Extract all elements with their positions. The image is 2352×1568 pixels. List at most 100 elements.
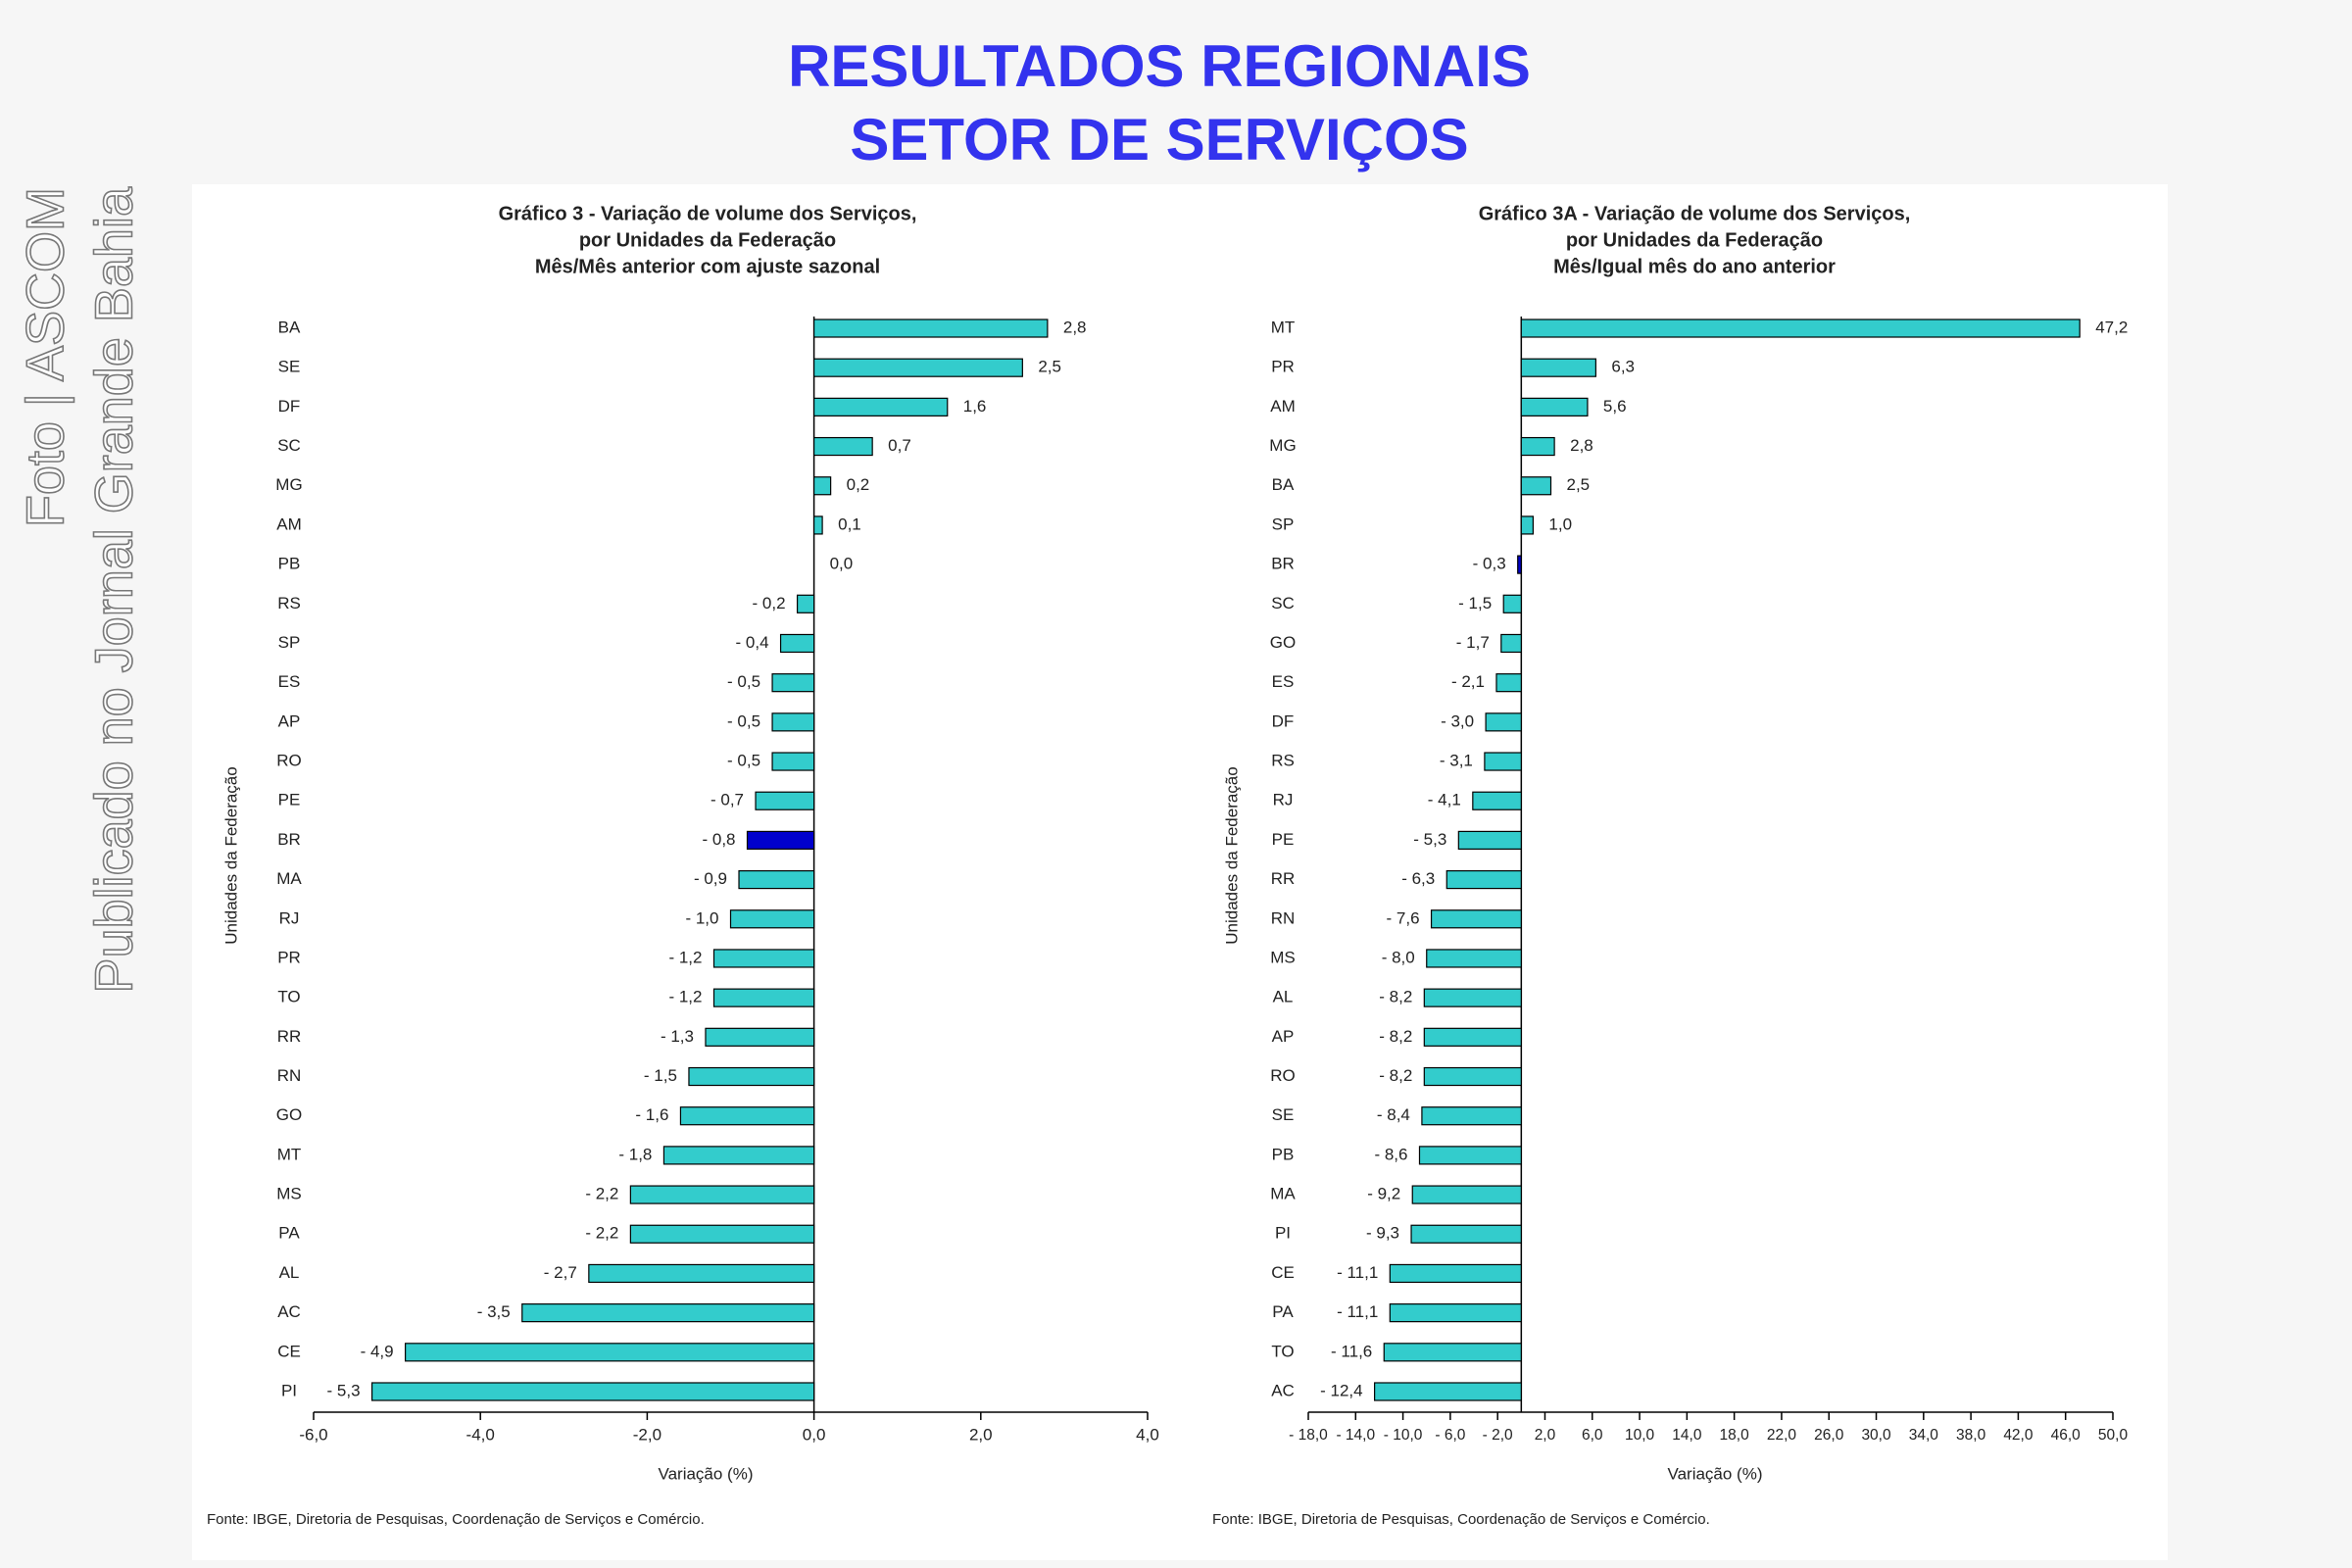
value-label: 1,0 (1548, 514, 1572, 533)
category-label: SC (1271, 594, 1295, 612)
bar (1502, 594, 1522, 613)
bar (1421, 1106, 1522, 1126)
bar (679, 1106, 815, 1126)
x-tick-label: 2,0 (969, 1425, 993, 1444)
category-label: PR (1271, 358, 1295, 376)
value-label: - 2,7 (544, 1263, 577, 1282)
value-label: - 1,6 (635, 1105, 668, 1124)
y-axis-label: Unidades da Federação (1222, 766, 1241, 944)
bar (1517, 555, 1522, 574)
bar (405, 1343, 815, 1362)
bar (771, 752, 815, 771)
value-label: - 4,9 (361, 1342, 394, 1360)
category-label: BR (1271, 555, 1295, 573)
bar (1423, 988, 1522, 1007)
value-label: 0,0 (830, 555, 854, 573)
value-label: - 0,5 (727, 752, 760, 770)
category-label: MG (275, 475, 302, 494)
watermark: Publicado no Jornal Grande Bahia (84, 186, 143, 994)
x-tick-label: 46,0 (2051, 1427, 2082, 1444)
value-label: - 0,2 (753, 594, 786, 612)
bar (1430, 909, 1522, 929)
bar (738, 869, 815, 890)
category-label: MA (276, 869, 302, 888)
bar (629, 1224, 815, 1244)
category-label: RO (1270, 1066, 1296, 1085)
value-label: - 2,1 (1451, 672, 1485, 691)
chart-title: Gráfico 3 - Variação de volume dos Servi… (499, 203, 917, 224)
bar (1410, 1224, 1522, 1244)
category-label: SE (1272, 1105, 1295, 1124)
value-label: 6,3 (1611, 358, 1635, 376)
value-label: 0,2 (847, 475, 870, 494)
x-tick-label: 18,0 (1720, 1427, 1750, 1444)
chart-title: Mês/Igual mês do ano anterior (1553, 256, 1836, 277)
value-label: - 0,8 (702, 830, 735, 849)
value-label: 0,1 (838, 514, 861, 533)
category-label: MS (276, 1185, 302, 1203)
bar (1423, 1027, 1522, 1047)
value-label: - 0,9 (694, 869, 727, 888)
category-label: SE (278, 358, 301, 376)
x-tick-label: 0,0 (803, 1425, 826, 1444)
bar (370, 1382, 815, 1401)
bar (688, 1066, 815, 1087)
value-label: 5,6 (1603, 397, 1627, 416)
bar (812, 358, 1023, 377)
category-label: PB (278, 555, 301, 573)
category-label: RN (1271, 908, 1296, 927)
bar (1423, 1066, 1522, 1087)
x-tick-label: 10,0 (1625, 1427, 1655, 1444)
category-label: RJ (1273, 791, 1294, 809)
x-tick-label: 42,0 (2003, 1427, 2034, 1444)
category-label: DF (1272, 711, 1295, 730)
category-label: GO (276, 1105, 302, 1124)
value-label: - 1,8 (618, 1145, 652, 1163)
category-label: PE (1272, 830, 1295, 849)
category-label: PI (281, 1381, 297, 1399)
bar (662, 1146, 815, 1165)
category-label: AP (1272, 1027, 1295, 1046)
x-tick-label: - 6,0 (1435, 1427, 1465, 1444)
bar (729, 909, 815, 929)
chart-title: Gráfico 3A - Variação de volume dos Serv… (1479, 203, 1911, 224)
value-label: - 1,0 (685, 908, 718, 927)
category-label: TO (1271, 1342, 1294, 1360)
bar (771, 673, 815, 693)
value-label: 2,8 (1570, 436, 1593, 455)
x-tick-label: 38,0 (1956, 1427, 1986, 1444)
value-label: - 0,5 (727, 711, 760, 730)
value-label: - 1,2 (668, 988, 702, 1006)
bar (1426, 949, 1522, 968)
x-tick-label: 22,0 (1767, 1427, 1797, 1444)
bar (755, 791, 815, 810)
value-label: 1,6 (963, 397, 987, 416)
value-label: - 4,1 (1428, 791, 1461, 809)
category-label: GO (1270, 633, 1296, 652)
x-tick-label: 6,0 (1582, 1427, 1603, 1444)
chart-title: Mês/Mês anterior com ajuste sazonal (535, 256, 880, 277)
category-label: RJ (279, 908, 300, 927)
category-label: PI (1275, 1224, 1291, 1243)
value-label: - 0,3 (1473, 555, 1506, 573)
source-note: Fonte: IBGE, Diretoria de Pesquisas, Coo… (1212, 1511, 1710, 1528)
value-label: - 0,5 (727, 672, 760, 691)
bar (1520, 476, 1552, 496)
bar (812, 318, 1049, 338)
bar (1484, 752, 1522, 771)
bar (1446, 869, 1522, 890)
category-label: MT (1271, 318, 1296, 336)
category-label: AM (1270, 397, 1296, 416)
bar (1520, 515, 1534, 535)
value-label: 0,7 (888, 436, 911, 455)
category-label: RN (277, 1066, 302, 1085)
bar (1457, 830, 1522, 851)
value-label: - 11,1 (1337, 1263, 1378, 1282)
category-label: AL (279, 1263, 300, 1282)
value-label: - 5,3 (1413, 830, 1446, 849)
x-tick-label: 14,0 (1672, 1427, 1702, 1444)
bar (1485, 712, 1522, 732)
value-label: 2,5 (1567, 475, 1591, 494)
value-label: - 8,2 (1379, 1066, 1412, 1085)
page-title: RESULTADOS REGIONAIS (788, 33, 1531, 99)
